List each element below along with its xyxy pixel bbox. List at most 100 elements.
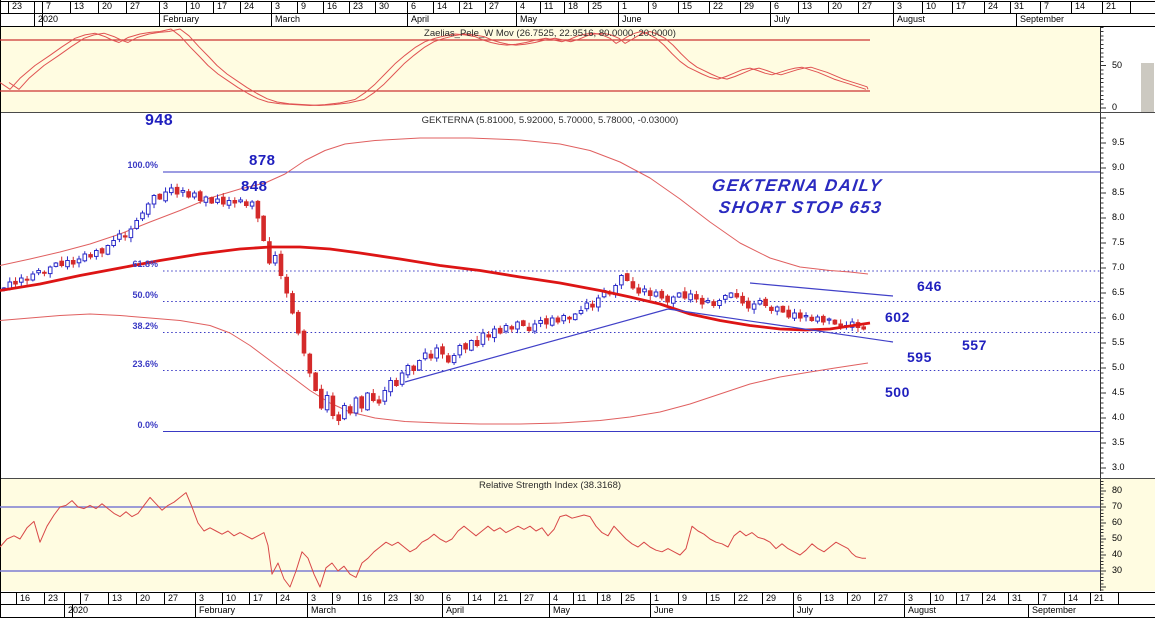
candle-body bbox=[653, 291, 659, 297]
date-tick: 6 bbox=[774, 1, 780, 11]
candle-body bbox=[65, 260, 70, 268]
candle-body bbox=[94, 250, 99, 257]
candle-body bbox=[278, 253, 284, 277]
annotation-text[interactable]: GEKTERNA DAILY bbox=[710, 176, 884, 195]
date-tick: 4 bbox=[553, 593, 559, 603]
date-month-label: April bbox=[446, 605, 465, 615]
candle-body bbox=[428, 353, 434, 359]
candle-body bbox=[88, 254, 93, 258]
candle-body bbox=[163, 191, 168, 202]
date-tick: 4 bbox=[520, 1, 526, 11]
trendline[interactable] bbox=[749, 282, 894, 297]
candle-body bbox=[353, 397, 359, 414]
annotation-text[interactable]: 878 bbox=[249, 152, 276, 169]
date-tick: 3 bbox=[163, 1, 169, 11]
candle-body bbox=[665, 295, 670, 303]
candle-body bbox=[70, 260, 76, 265]
candle-body bbox=[151, 195, 157, 205]
price-axis-label: 6.0 bbox=[1112, 312, 1125, 322]
date-tick: 17 bbox=[217, 1, 228, 11]
date-tick: 14 bbox=[437, 1, 448, 11]
candle-body bbox=[861, 326, 867, 330]
date-tick: 22 bbox=[713, 1, 724, 11]
price-axis-label: 4.5 bbox=[1112, 387, 1125, 397]
candle-body bbox=[371, 393, 376, 402]
candle-body bbox=[486, 334, 491, 338]
rsi-axis-label: 30 bbox=[1112, 565, 1123, 575]
candle-body bbox=[596, 297, 601, 308]
annotation-text[interactable]: 646 bbox=[917, 278, 942, 294]
date-tick: 18 bbox=[568, 1, 579, 11]
date-tick: 3 bbox=[199, 593, 205, 603]
date-tick: 16 bbox=[327, 1, 338, 11]
date-tick: 27 bbox=[878, 593, 889, 603]
date-tick: 23 bbox=[48, 593, 59, 603]
candle-body bbox=[671, 296, 676, 304]
candle-body bbox=[192, 192, 197, 198]
candle-body bbox=[209, 197, 214, 204]
candle-body bbox=[24, 278, 30, 281]
candle-body bbox=[145, 203, 151, 215]
trendline[interactable] bbox=[667, 308, 894, 343]
candle-body bbox=[417, 360, 422, 371]
rsi-axis[interactable] bbox=[1100, 479, 1155, 591]
date-tick: 21 bbox=[498, 593, 509, 603]
oscillator-axis[interactable] bbox=[1100, 27, 1155, 112]
annotation-text[interactable]: 848 bbox=[241, 178, 268, 195]
date-tick: 7 bbox=[84, 593, 90, 603]
annotation-text[interactable]: 557 bbox=[962, 337, 987, 353]
candle-body bbox=[774, 306, 780, 312]
candle-body bbox=[711, 301, 717, 307]
date-month-label: May bbox=[553, 605, 571, 615]
candle-body bbox=[53, 262, 59, 267]
candle-body bbox=[474, 340, 480, 346]
rsi-axis-label: 70 bbox=[1112, 501, 1123, 511]
candle-body bbox=[140, 212, 145, 220]
candle-body bbox=[319, 388, 324, 409]
date-tick: 14 bbox=[1068, 593, 1079, 603]
candle-body bbox=[324, 395, 330, 411]
candle-body bbox=[492, 328, 497, 339]
band-upper bbox=[0, 137, 869, 275]
candle-body bbox=[751, 303, 757, 310]
price-axis-label: 7.0 bbox=[1112, 262, 1125, 272]
candle-body bbox=[47, 266, 53, 275]
candle-body bbox=[388, 380, 393, 393]
candle-body bbox=[122, 235, 128, 238]
candle-body bbox=[296, 311, 301, 334]
candle-body bbox=[786, 309, 792, 318]
candle-body bbox=[342, 405, 347, 420]
trendline[interactable] bbox=[404, 308, 669, 383]
date-tick: 13 bbox=[824, 593, 835, 603]
annotation-text[interactable]: 602 bbox=[885, 309, 910, 325]
date-tick: 24 bbox=[244, 1, 255, 11]
osc-fast-line bbox=[0, 28, 867, 106]
candle-body bbox=[457, 345, 463, 356]
date-month-label: February bbox=[163, 14, 200, 24]
candle-body bbox=[619, 275, 624, 286]
price-axis[interactable] bbox=[1100, 113, 1155, 478]
candle-body bbox=[169, 187, 174, 194]
date-tick: 21 bbox=[1106, 1, 1117, 11]
candle-body bbox=[555, 317, 561, 323]
date-tick: 30 bbox=[414, 593, 425, 603]
date-tick: 25 bbox=[625, 593, 636, 603]
candle-body bbox=[832, 319, 838, 325]
date-tick: 7 bbox=[1042, 593, 1048, 603]
date-tick: 14 bbox=[472, 593, 483, 603]
annotation-text[interactable]: 500 bbox=[885, 384, 910, 400]
oscillator-axis-label: 0 bbox=[1112, 102, 1118, 112]
date-month-label: July bbox=[797, 605, 814, 615]
date-tick: 16 bbox=[20, 593, 31, 603]
date-tick: 1 bbox=[622, 1, 628, 11]
candle-body bbox=[446, 355, 451, 363]
candle-body bbox=[503, 325, 509, 332]
price-axis-label: 6.5 bbox=[1112, 287, 1125, 297]
annotation-text[interactable]: SHORT STOP 653 bbox=[717, 198, 884, 217]
annotation-text[interactable]: 948 bbox=[145, 112, 174, 129]
price-axis-label: 9.0 bbox=[1112, 162, 1125, 172]
date-tick: 11 bbox=[544, 1, 554, 11]
candle-body bbox=[717, 300, 722, 306]
annotation-text[interactable]: 595 bbox=[907, 349, 932, 365]
